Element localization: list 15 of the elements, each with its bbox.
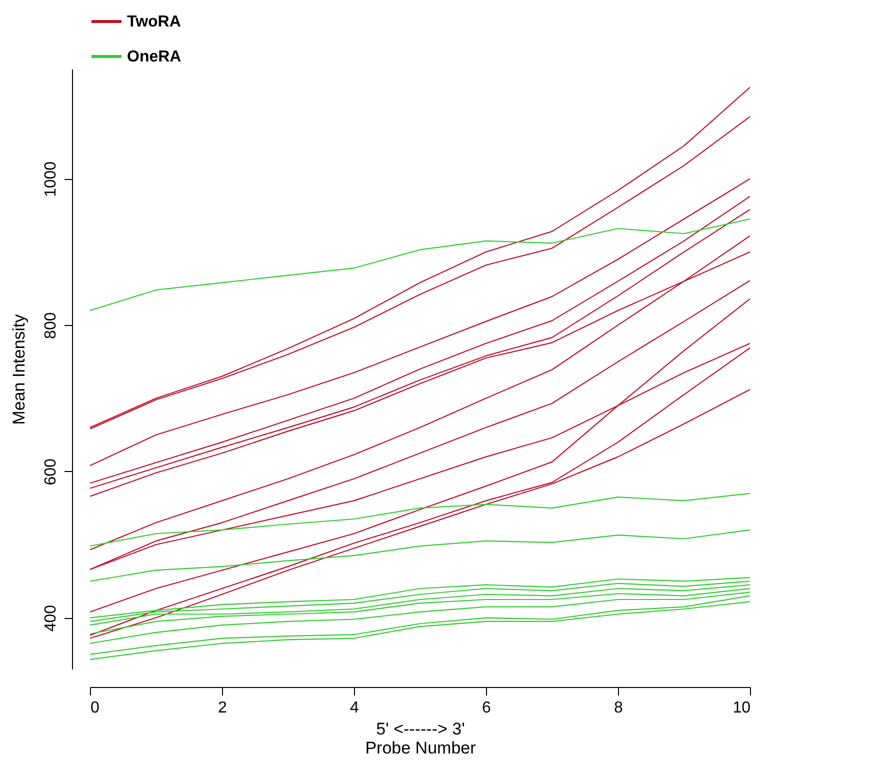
x-tick-label: 6	[482, 700, 492, 716]
legend-label: OneRA	[127, 48, 182, 66]
y-tick-label: 800	[42, 312, 60, 339]
x-tick-label: 2	[218, 700, 228, 716]
x-tick-label: 10	[732, 700, 751, 716]
legend-label: TwoRA	[127, 14, 182, 30]
x-tick-label: 8	[614, 700, 624, 716]
y-tick-label: 600	[42, 458, 60, 486]
text: 5' <------> 3'	[376, 720, 465, 738]
x-axis-title: Probe Number	[365, 738, 476, 758]
y-tick-label: 400	[42, 604, 60, 632]
y-tick-label: 1000	[42, 161, 60, 198]
x-tick-label: 0	[90, 700, 100, 716]
y-axis-title: Mean Intensity	[10, 314, 28, 425]
x-tick-label: 4	[350, 700, 360, 716]
